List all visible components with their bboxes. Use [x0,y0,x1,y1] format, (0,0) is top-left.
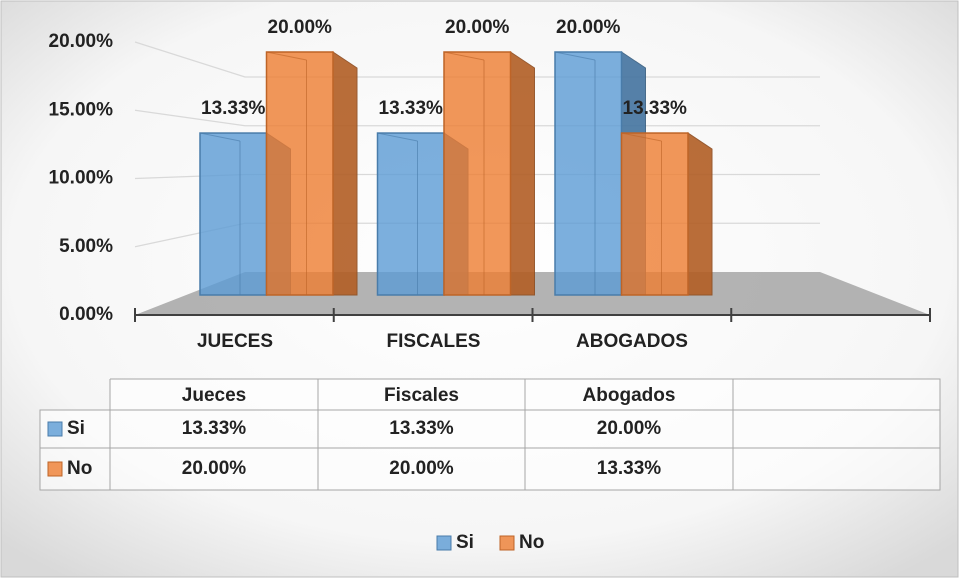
legend-label: No [519,532,544,553]
bar-front [265,51,334,296]
bar-side [687,132,713,296]
table-cell: 20.00% [182,458,247,479]
bar [620,132,713,296]
legend-label: Si [456,532,474,553]
y-tick-label: 20.00% [49,31,114,52]
bar-side [510,51,535,296]
bar-edge [554,51,596,61]
bar-edge [443,51,485,61]
table-cell: 20.00% [389,458,454,479]
bar-edge [377,132,418,142]
bar [265,51,358,296]
table-cell: 13.33% [182,418,247,439]
bar-edge [266,51,307,61]
bar [443,51,535,296]
table-row-label: Si [67,418,85,439]
table-legend-key [47,461,63,477]
data-label: 13.33% [623,98,688,119]
y-tick-label: 5.00% [59,236,113,257]
table-header: Fiscales [384,385,459,406]
data-label: 13.33% [201,98,266,119]
legend-key [499,535,515,551]
bar-side [332,51,358,296]
bar-front [376,132,445,296]
bar-front [554,51,623,296]
data-label: 20.00% [445,17,510,38]
bar-front [199,132,268,296]
table-border [39,378,941,491]
table-cell: 13.33% [597,458,662,479]
x-tick-label: ABOGADOS [576,331,688,352]
bar-edge [621,132,662,142]
data-label: 20.00% [268,17,333,38]
bar-front [443,51,512,296]
data-label: 13.33% [379,98,444,119]
legend-key [436,535,452,551]
table-header: Abogados [583,385,676,406]
data-label: 20.00% [556,17,621,38]
table-cell: 20.00% [597,418,662,439]
y-tick-label: 15.00% [49,99,114,120]
x-tick-label: JUECES [197,331,273,352]
y-tick-label: 0.00% [59,304,113,325]
x-tick-label: FISCALES [387,331,481,352]
table-legend-key [47,421,63,437]
bar-edge [199,132,241,142]
table-cell: 13.33% [389,418,454,439]
y-tick-label: 10.00% [49,168,114,189]
table-header: Jueces [182,385,246,406]
bar-front [620,132,689,296]
bar [554,51,646,296]
table-row-label: No [67,458,92,479]
